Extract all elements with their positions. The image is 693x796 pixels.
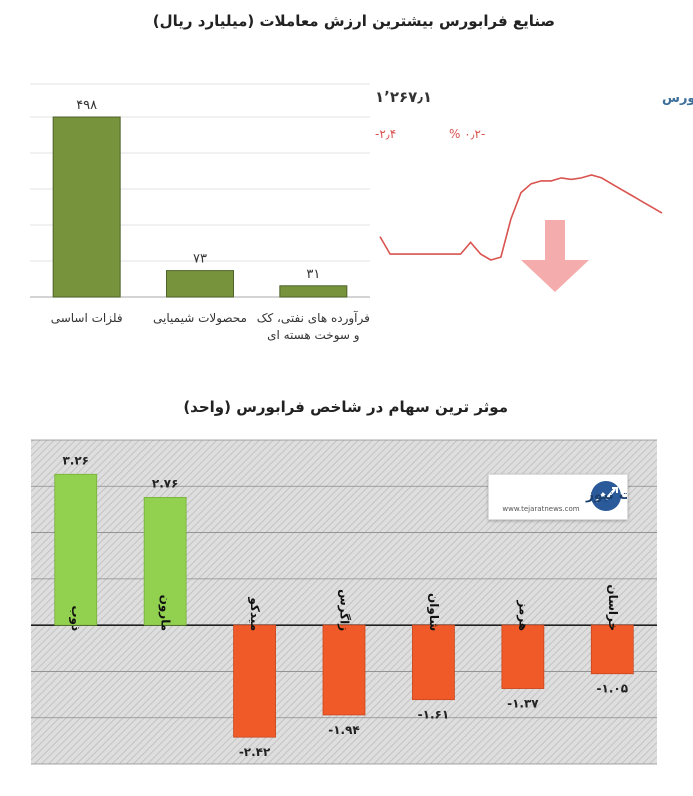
bar-value-label: ۴۹۸ <box>76 98 97 113</box>
bar <box>54 473 98 626</box>
category-label: خراسان <box>606 584 620 631</box>
bar-value-label: ۳۱ <box>306 267 320 282</box>
bar-value-label: -۱.۳۷ <box>507 697 539 711</box>
logo-url: www.tejaratnews.com <box>502 505 579 513</box>
category-label: مارون <box>158 595 173 632</box>
logo-brand: تجارت نیوز <box>585 487 627 503</box>
category-label: میدکو <box>247 596 262 631</box>
bar-value-label: ۷۳ <box>193 252 207 267</box>
index-change-abs: -۲٫۴ <box>375 127 396 141</box>
down-arrow-icon <box>521 220 589 292</box>
bar <box>233 624 276 738</box>
logo-graphic: تجارت نیوز www.tejaratnews.com <box>502 481 661 513</box>
bar <box>143 496 187 626</box>
index-name: کل فرابورس <box>662 91 693 106</box>
category-label: زاگرس <box>338 589 352 631</box>
index-change-pct: -۰٫۲ % <box>449 127 485 141</box>
top-chart-title: صنایع فرابورس بیشترین ارزش معاملات (میلی… <box>152 12 555 30</box>
category-label: ذوب <box>68 605 83 631</box>
bar <box>166 270 234 298</box>
index-line <box>379 174 663 261</box>
index-widget: کل فرابورس ۱٬۲۶۷٫۱ -۰٫۲ % -۲٫۴ <box>375 88 693 292</box>
bar-value-label: ۳.۲۶ <box>62 453 89 467</box>
bar-value-label: -۱.۹۴ <box>328 723 360 737</box>
industries-bar-chart: ۴۹۸ فلزات اساسی ۷۳ محصولات شیمیایی ۳۱ فرآورده… <box>30 83 370 343</box>
bar-value-label: ۲.۷۶ <box>152 476 179 490</box>
bar-value-label: -۲.۴۲ <box>239 745 271 759</box>
bar <box>590 624 634 675</box>
category-label: شاوان <box>426 593 441 631</box>
bar <box>52 116 121 298</box>
category-label: هرمز <box>516 599 530 631</box>
bottom-chart-title: موثر ترین سهام در شاخص فرابورس (واحد) <box>183 398 508 416</box>
category-label: و سوخت هسته ای <box>267 328 360 343</box>
bar <box>501 624 545 689</box>
tejaratnews-logo: تجارت نیوز www.tejaratnews.com <box>488 474 661 520</box>
effective-stocks-chart: ۳.۲۶ ذوب ۲.۷۶ مارون -۲.۴۲ میدکو -۱.۹۴ زاگرس -۱.۶… <box>31 439 657 765</box>
category-label: فلزات اساسی <box>51 311 123 326</box>
bar <box>412 624 455 701</box>
bar <box>279 285 348 298</box>
index-value: ۱٬۲۶۷٫۱ <box>375 88 432 106</box>
bar-value-label: -۱.۶۱ <box>418 708 450 722</box>
category-label: فرآورده های نفتی، کک <box>257 310 370 326</box>
bar <box>322 624 366 716</box>
bar-value-label: -۱.۰۵ <box>597 682 629 696</box>
category-label: محصولات شیمیایی <box>153 311 247 326</box>
